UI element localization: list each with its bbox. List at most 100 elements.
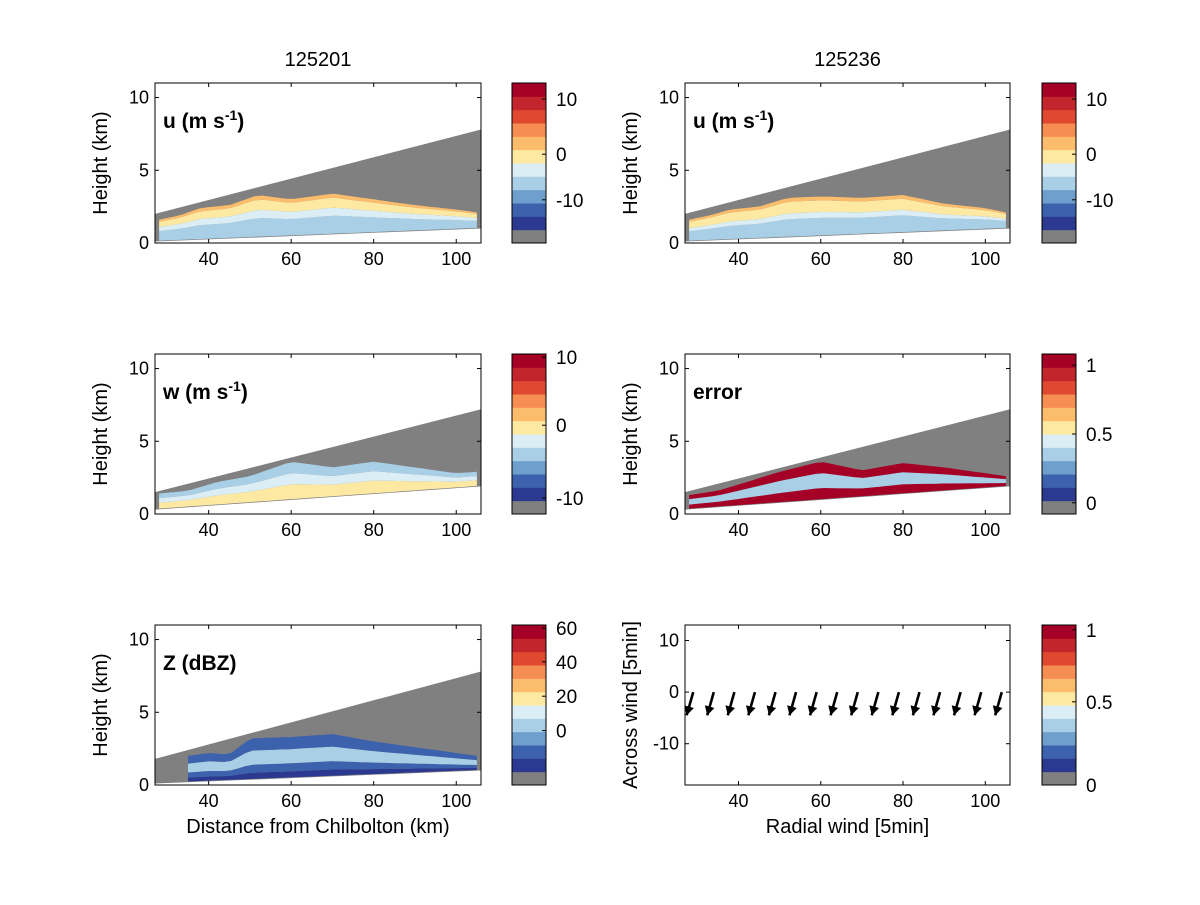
- x-tick-label: 100: [441, 791, 471, 811]
- y-tick-label: 10: [129, 630, 149, 650]
- echo-band: [689, 195, 1006, 222]
- y-tick-label: 5: [139, 160, 149, 180]
- colorbar-tick-label: -10: [556, 191, 583, 212]
- axes-frame: [684, 353, 1011, 515]
- colorbar-frame: [1041, 82, 1077, 244]
- colorbar-segment: [1042, 149, 1076, 164]
- y-tick-label: -10: [653, 734, 679, 754]
- echo-band: [159, 193, 477, 222]
- x-tick-label: 100: [970, 520, 1000, 540]
- colorbar-segment: [1042, 638, 1076, 653]
- colorbar-tick-label: 10: [556, 90, 577, 111]
- colorbar-segment: [1042, 96, 1076, 111]
- colorbar-segment: [1042, 665, 1076, 679]
- echo-band: [159, 215, 477, 241]
- field-label: u (m s-1): [693, 107, 774, 133]
- plot-area: [155, 671, 481, 784]
- panel-quiver-right: 40 60 80 100 -10 0 10 Across wind [5min] Radial …: [620, 621, 1011, 838]
- echo-band: [159, 471, 477, 503]
- x-tick-label: 100: [970, 791, 1000, 811]
- colorbar-segment: [512, 149, 546, 164]
- colorbar-segment: [512, 407, 546, 422]
- y-axis-label: Height (km): [90, 382, 112, 485]
- colorbar-segment: [512, 354, 546, 368]
- y-tick-label: 0: [139, 775, 149, 795]
- panel-error-right: 40 60 80 100 0 5 10 Height (km) error: [620, 353, 1011, 540]
- colorbar-segment: [512, 367, 546, 382]
- colorbar-segment: [1042, 625, 1076, 639]
- x-tick-label: 60: [811, 249, 831, 269]
- colorbar-segment: [512, 771, 546, 786]
- colorbar-segment: [1042, 691, 1076, 706]
- field-label: u (m s-1): [163, 107, 244, 133]
- colorbar-segment: [512, 83, 546, 97]
- panel-z-left: 40 60 80 100 0 5 10 Height (km) Distance from Ch…: [90, 624, 482, 838]
- echo-band: [188, 767, 477, 782]
- x-axis-label: Distance from Chilbolton (km): [186, 816, 449, 838]
- panel-w-left: 40 60 80 100 0 5 10 Height (km) w (m s-1): [90, 353, 482, 540]
- colorbar-segment: [1042, 407, 1076, 422]
- colorbar-segment: [512, 420, 546, 435]
- colorbar-segment: [1042, 394, 1076, 408]
- field-label: Z (dBZ): [163, 652, 236, 675]
- colorbar-segment: [1042, 487, 1076, 502]
- echo-band: [188, 734, 477, 764]
- colorbar-segment: [1042, 83, 1076, 97]
- colorbar-segment: [512, 500, 546, 515]
- colorbar-frame: [1041, 624, 1077, 786]
- colorbar-tick-label: 0: [556, 722, 567, 743]
- echo-band: [689, 198, 1006, 229]
- y-axis-label: Height (km): [620, 382, 642, 485]
- wind-arrow: [828, 691, 839, 716]
- colorbar-tick-label: 0: [1086, 145, 1097, 166]
- echo-band: [689, 462, 1006, 500]
- colorbar-tick-label: -10: [556, 489, 583, 510]
- y-tick-label: 0: [669, 504, 679, 524]
- colorbar-tick-label: 0: [556, 416, 567, 437]
- colorbar-segment: [1042, 367, 1076, 382]
- x-tick-label: 60: [281, 249, 301, 269]
- colorbar-segment: [1042, 474, 1076, 488]
- colorbar-segment: [512, 123, 546, 137]
- wind-arrow: [745, 691, 757, 716]
- colorbar-segment: [512, 691, 546, 706]
- colorbar-segment: [1042, 189, 1076, 204]
- colorbar-segment: [1042, 123, 1076, 137]
- colorbar-segment: [1042, 434, 1076, 448]
- colorbar-tick-label: 20: [556, 687, 577, 708]
- axes-frame: [154, 82, 482, 244]
- plot-area: [685, 691, 1004, 716]
- x-axis-label: Radial wind [5min]: [766, 816, 929, 838]
- x-tick-label: 100: [441, 520, 471, 540]
- colorbar: 10 0 -10: [1041, 82, 1113, 244]
- colorbar-segment: [512, 109, 546, 124]
- x-tick-label: 40: [199, 520, 219, 540]
- colorbar-tick-label: 1: [1086, 356, 1097, 377]
- colorbar-segment: [1042, 380, 1076, 395]
- echo-band: [159, 461, 477, 499]
- colorbar-segment: [512, 758, 546, 773]
- echo-band: [689, 215, 1006, 241]
- x-tick-label: 40: [728, 791, 748, 811]
- colorbar-segment: [1042, 731, 1076, 746]
- echo-band: [159, 197, 477, 228]
- x-tick-label: 60: [811, 791, 831, 811]
- wind-arrow: [972, 691, 983, 716]
- colorbar-tick-label: 0: [1086, 494, 1097, 515]
- colorbar-tick-label: 0.5: [1086, 425, 1112, 446]
- colorbar-segment: [1042, 447, 1076, 462]
- echo-band: [188, 746, 477, 773]
- colorbar-segment: [1042, 678, 1076, 693]
- column-title: 125236: [814, 49, 881, 71]
- y-tick-label: 10: [129, 88, 149, 108]
- x-tick-label: 60: [811, 520, 831, 540]
- colorbar-tick-label: 40: [556, 653, 577, 674]
- colorbar: 10.50: [1041, 353, 1112, 515]
- axes-frame: [154, 624, 482, 786]
- wind-arrow: [807, 691, 818, 716]
- echo-band: [689, 483, 1006, 509]
- colorbar-tick-label: 0.5: [1086, 693, 1112, 714]
- colorbar-tick-label: 10: [1086, 90, 1107, 111]
- wind-arrow: [725, 691, 736, 716]
- colorbar-segment: [512, 638, 546, 653]
